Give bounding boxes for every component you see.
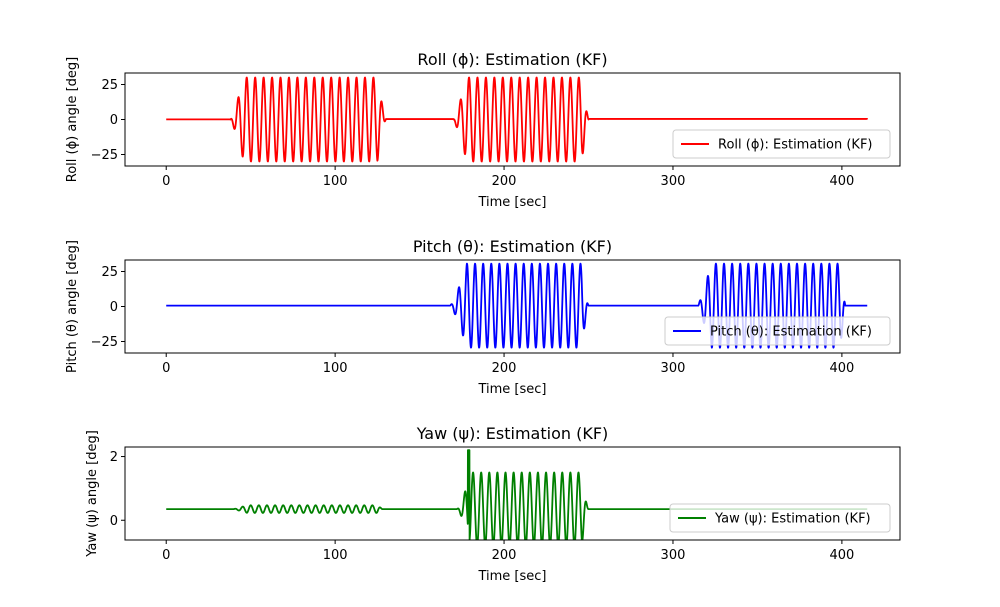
x-tick-label: 200 [492,174,517,189]
x-axis-label: Time [sec] [477,569,546,584]
y-axis-label: Yaw (ψ) angle [deg] [85,430,100,558]
legend-box [672,129,891,159]
legend: Pitch (θ): Estimation (KF) [664,316,891,346]
y-tick-label: 25 [101,265,118,280]
x-tick-label: 100 [323,548,348,563]
x-tick-label: 300 [661,361,686,376]
legend: Roll (ϕ): Estimation (KF) [672,129,891,159]
subplot-title: Roll (ϕ): Estimation (KF) [417,50,607,69]
legend-box [664,316,891,346]
x-tick-label: 200 [492,361,517,376]
x-tick-label: 200 [492,548,517,563]
axes-frame [124,446,901,541]
x-tick-label: 300 [661,548,686,563]
legend-box [669,503,891,533]
x-tick-label: 0 [162,548,170,563]
y-axis-label: Pitch (θ) angle [deg] [65,240,80,373]
x-tick-label: 0 [162,174,170,189]
series-line [165,76,869,163]
subplot-title: Pitch (θ): Estimation (KF) [413,237,612,256]
legend: Yaw (ψ): Estimation (KF) [669,503,891,533]
series-line [165,262,868,349]
x-axis-label: Time [sec] [477,195,546,210]
y-axis-label: Roll (ϕ) angle [deg] [65,57,80,182]
subplot-3: 0 100 200 300 400 0 2 Yaw (ψ): Estimation (KF) T… [85,424,901,584]
x-tick-label: 400 [829,548,854,563]
y-tick-label: −25 [91,335,118,350]
legend-label: Pitch (θ): Estimation (KF) [710,325,872,340]
subplot-2: 0 100 200 300 400 −25 0 25 Pitch (θ): Estimation… [65,237,901,397]
y-tick-label: 0 [110,113,118,128]
x-tick-label: 400 [829,174,854,189]
y-tick-label: 2 [110,450,118,465]
legend-label: Roll (ϕ): Estimation (KF) [718,138,873,153]
x-tick-label: 100 [323,361,348,376]
y-tick-label: 25 [101,78,118,93]
legend-label: Yaw (ψ): Estimation (KF) [714,512,871,527]
x-tick-label: 100 [323,174,348,189]
x-tick-label: 0 [162,361,170,376]
x-tick-label: 400 [829,361,854,376]
y-tick-label: 0 [110,514,118,529]
x-tick-label: 300 [661,174,686,189]
subplot-1: 0 100 200 300 400 −25 0 25 Roll (ϕ): Estimation … [65,50,901,210]
y-tick-label: 0 [110,300,118,315]
x-axis-label: Time [sec] [477,382,546,397]
y-tick-label: −25 [91,148,118,163]
subplot-title: Yaw (ψ): Estimation (KF) [416,424,609,443]
